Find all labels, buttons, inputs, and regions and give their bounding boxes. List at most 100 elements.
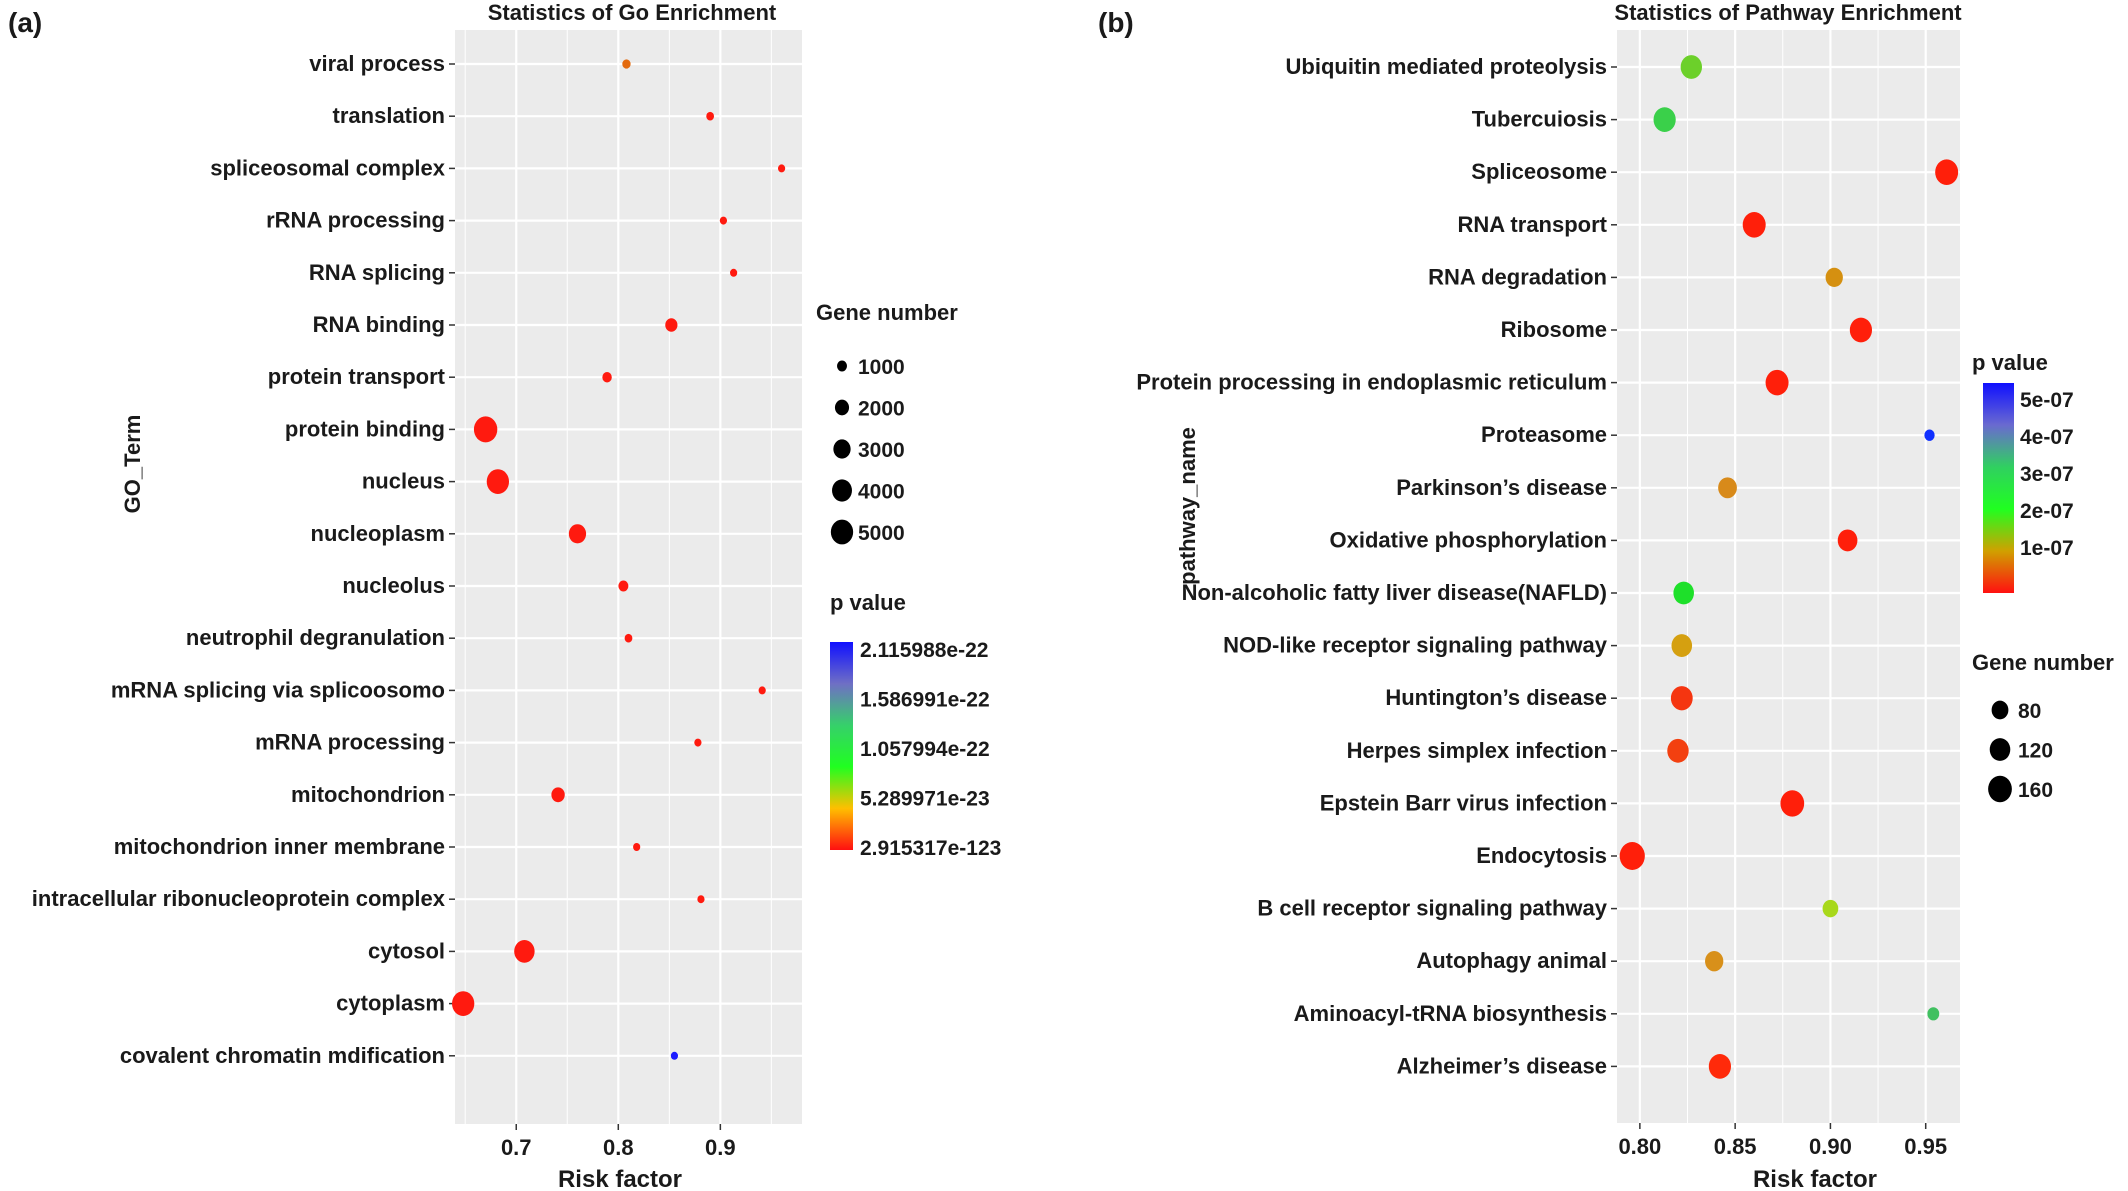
data-point — [1849, 317, 1873, 343]
y-tick-label: Non-alcoholic fatty liver disease(NAFLD) — [1182, 580, 1607, 605]
x-tick-label: 0.95 — [1904, 1134, 1947, 1159]
y-tick-label: Aminoacyl-tRNA biosynthesis — [1294, 1001, 1607, 1026]
panel-b-y-axis-title: pathway_name — [1175, 427, 1200, 585]
panel-b-y-axis: Alzheimer’s disease Aminoacyl-tRNA biosyn… — [1136, 54, 1617, 1078]
size-legend-label: 3000 — [858, 439, 905, 462]
y-tick-label: translation — [333, 103, 445, 128]
panel-a-title: Statistics of Go Enrichment — [488, 0, 777, 25]
panel-b-x-axis-title: Risk factor — [1753, 1166, 1877, 1191]
data-point — [777, 164, 786, 173]
data-point — [633, 843, 641, 851]
data-point — [1667, 738, 1689, 763]
data-point — [1653, 107, 1676, 132]
data-point — [473, 416, 498, 443]
y-tick-label: RNA transport — [1457, 212, 1607, 237]
data-point — [1670, 686, 1693, 711]
panel-b-color-legend-title: p value — [1972, 350, 2048, 375]
data-point — [697, 895, 705, 904]
size-legend-dot — [1991, 700, 2009, 720]
y-tick-label: RNA degradation — [1428, 264, 1607, 289]
color-legend-label: 2e-07 — [2020, 500, 2074, 523]
data-point — [1822, 899, 1839, 918]
color-legend-label: 2.115988e-22 — [860, 639, 988, 662]
color-legend-label: 4e-07 — [2020, 426, 2074, 449]
panel-a-y-axis-title: GO_Term — [120, 415, 145, 514]
y-tick-label: Protein processing in endoplasmic reticu… — [1136, 370, 1607, 395]
x-tick-label: 0.80 — [1618, 1134, 1661, 1159]
y-tick-label: protein transport — [268, 364, 446, 389]
y-tick-label: Ubiquitin mediated proteolysis — [1286, 54, 1607, 79]
y-tick-label: mRNA processing — [255, 730, 445, 755]
size-legend-label: 160 — [2018, 779, 2053, 802]
data-point — [1673, 581, 1694, 605]
size-legend-label: 2000 — [858, 398, 905, 421]
data-point — [1671, 634, 1693, 658]
size-legend-dot — [1988, 775, 2012, 803]
y-tick-label: Ribosome — [1501, 317, 1607, 342]
y-tick-label: Herpes simplex infection — [1347, 738, 1607, 763]
y-tick-label: intracellular ribonucleoprotein complex — [32, 886, 446, 911]
size-legend-dot — [834, 399, 850, 416]
panel-a-size-legend-title: Gene number — [816, 300, 958, 325]
data-point — [665, 318, 678, 332]
panel-a-color-legend: p value 2.115988e-22 1.586991e-22 1.057994… — [830, 590, 1001, 860]
y-tick-label: NOD-like receptor signaling pathway — [1223, 633, 1608, 658]
data-point — [602, 371, 612, 383]
size-legend-dot — [832, 479, 852, 502]
size-legend-label: 4000 — [858, 481, 905, 504]
size-legend-label: 120 — [2018, 740, 2053, 763]
size-legend-dot — [833, 439, 851, 459]
panel-b-gridlines — [1617, 30, 1960, 1123]
panel-a-label: (a) — [8, 7, 42, 38]
data-point — [730, 268, 738, 277]
panel-a-y-axis: covalent chromatin mdification cytoplasm c… — [32, 51, 455, 1068]
panel-a: (a) Statistics of Go Enrichment covalent… — [8, 0, 802, 1191]
panel-a-x-axis-title: Risk factor — [558, 1166, 682, 1191]
data-point — [551, 787, 565, 803]
data-point — [1825, 267, 1843, 288]
data-point — [624, 633, 633, 643]
panel-b-label: (b) — [1098, 7, 1134, 38]
y-tick-label: Spliceosome — [1471, 159, 1607, 184]
data-point — [706, 111, 715, 121]
panel-b-colorbar — [1983, 383, 2014, 593]
size-legend-label: 5000 — [858, 522, 905, 545]
y-tick-label: mRNA splicing via splicoosomo — [111, 677, 445, 702]
y-tick-label: cytosol — [368, 938, 445, 963]
panel-a-gridlines — [455, 30, 802, 1124]
x-tick-label: 0.8 — [603, 1135, 634, 1160]
y-tick-label: RNA binding — [313, 312, 445, 337]
data-point — [1680, 55, 1703, 79]
panel-a-x-axis: 0.7 0.8 0.9 — [501, 1124, 736, 1160]
y-tick-label: B cell receptor signaling pathway — [1257, 896, 1607, 921]
y-tick-label: nucleoplasm — [311, 521, 445, 546]
data-point — [1935, 159, 1959, 185]
color-legend-label: 2.915317e-123 — [860, 837, 1001, 860]
data-point — [670, 1051, 679, 1060]
x-tick-label: 0.7 — [501, 1135, 532, 1160]
panel-a-plot-area — [455, 30, 802, 1124]
y-tick-label: rRNA processing — [266, 208, 445, 233]
color-legend-label: 1.586991e-22 — [860, 689, 990, 712]
color-legend-label: 1.057994e-22 — [860, 738, 990, 761]
data-point — [1927, 1007, 1940, 1021]
data-point — [758, 686, 766, 695]
y-tick-label: viral process — [309, 51, 445, 76]
color-legend-label: 5e-07 — [2020, 389, 2074, 412]
data-point — [622, 59, 631, 69]
data-point — [1924, 429, 1935, 441]
panel-a-colorbar — [830, 642, 853, 850]
data-point — [514, 940, 535, 963]
panel-a-points — [452, 59, 786, 1060]
panel-a-size-legend: Gene number 1000 2000 3000 4000 5000 — [816, 300, 958, 545]
data-point — [568, 524, 587, 544]
data-point — [1765, 369, 1789, 396]
color-legend-label: 5.289971e-23 — [860, 788, 990, 811]
data-point — [1708, 1054, 1732, 1079]
y-tick-label: protein binding — [285, 416, 445, 441]
data-point — [618, 580, 629, 592]
panel-b-points — [1619, 55, 1959, 1079]
y-tick-label: RNA splicing — [309, 260, 445, 285]
y-tick-label: Autophagy animal — [1416, 948, 1607, 973]
